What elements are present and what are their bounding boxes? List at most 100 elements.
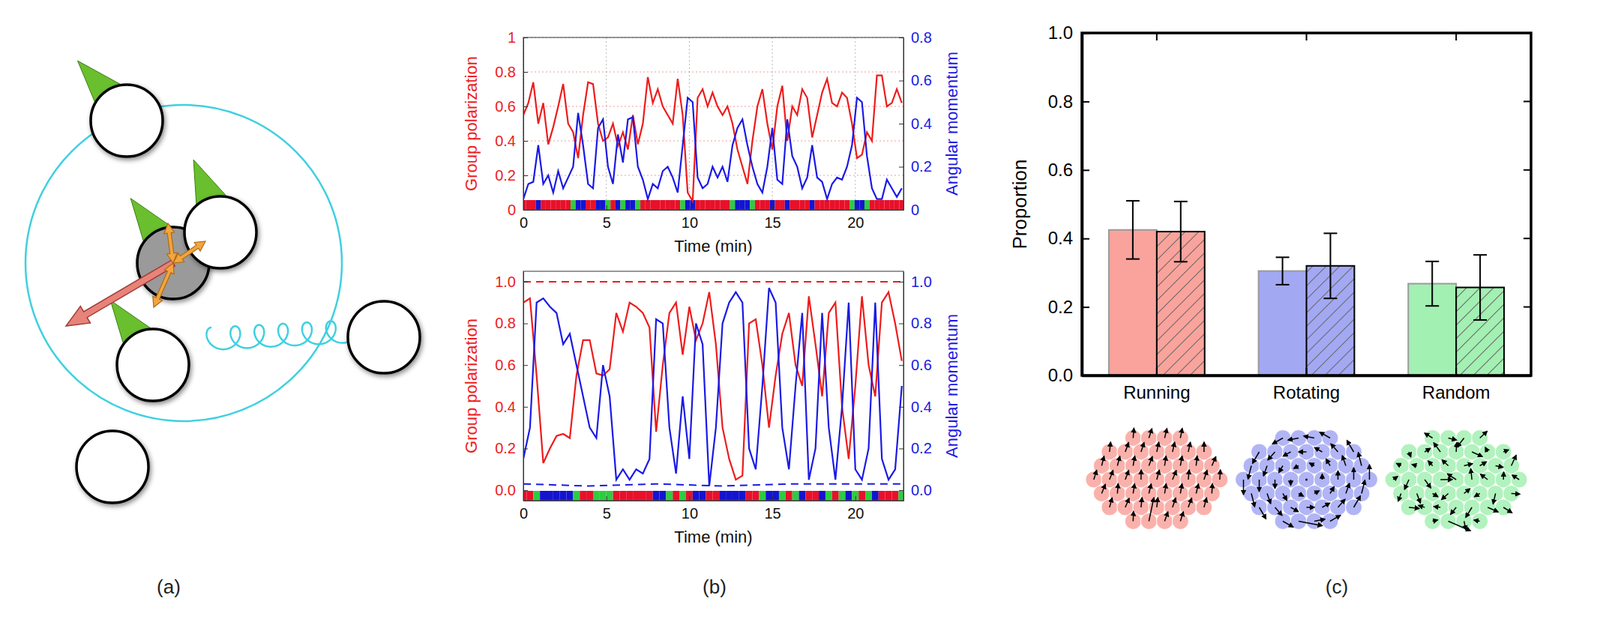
- tick: 0.4: [898, 398, 932, 416]
- cluster-arrow: [1272, 438, 1283, 445]
- tick: 0.0: [494, 482, 528, 499]
- tick-mark-mirror: [1455, 32, 1457, 41]
- state-cell: [799, 491, 806, 501]
- cluster-arrow: [1164, 484, 1166, 495]
- state-cell: [586, 491, 594, 501]
- cluster-arrow: [1172, 470, 1177, 480]
- cluster-arrow: [1487, 507, 1499, 513]
- error-bar: [1126, 200, 1140, 260]
- tick-label: 0: [910, 201, 920, 219]
- tick-mark: [523, 407, 528, 408]
- tick-mark: [855, 496, 857, 501]
- tick: 0: [507, 201, 528, 219]
- tick: 0.8: [1048, 91, 1090, 112]
- y-axis-title: Group polarization: [461, 56, 481, 192]
- cluster-arrow: [1298, 494, 1304, 498]
- cluster-arrow: [1512, 475, 1520, 480]
- cluster-agent: [1267, 499, 1284, 516]
- grid-line-y: [523, 71, 904, 73]
- tick: 1: [507, 29, 528, 46]
- tick-mark: [523, 140, 528, 142]
- cluster-arrow: [1148, 484, 1151, 495]
- tick-label: 1: [507, 29, 516, 46]
- cluster-arrow: [1448, 438, 1457, 441]
- tick-label: 0.6: [494, 356, 516, 374]
- tick: 1.0: [494, 273, 528, 291]
- state-cell: [884, 200, 890, 210]
- cluster-arrow: [1291, 507, 1299, 513]
- state-cell: [699, 491, 707, 501]
- axis-line: [523, 38, 525, 211]
- cluster-arrow: [1279, 466, 1283, 474]
- state-cell: [739, 491, 747, 501]
- state-cell: [580, 200, 586, 210]
- state-cell: [772, 491, 780, 501]
- tick: 15: [764, 205, 781, 231]
- agent: [90, 84, 163, 157]
- tick-mark: [898, 281, 904, 283]
- series-line: [523, 484, 904, 487]
- state-cell: [794, 200, 800, 210]
- tick-label: 0.8: [494, 314, 516, 332]
- state-cell: [759, 200, 765, 210]
- cluster-arrow: [1338, 499, 1346, 508]
- cluster-arrow: [1471, 469, 1473, 480]
- tick-mark: [898, 448, 904, 450]
- cluster-arrow: [1424, 433, 1433, 439]
- cluster-arrow: [1455, 443, 1457, 453]
- tick: 10: [681, 205, 699, 231]
- cluster-arrow: [1330, 487, 1334, 495]
- state-cell: [685, 200, 691, 210]
- state-cell: [849, 200, 855, 210]
- state-cell: [874, 200, 880, 210]
- cluster-arrow: [1258, 479, 1261, 492]
- tick-mark: [898, 80, 904, 82]
- tick-mark: [689, 496, 690, 501]
- tick-label: 0.2: [910, 440, 932, 457]
- state-cell: [859, 200, 865, 210]
- state-cell: [725, 491, 733, 501]
- state-cell: [838, 491, 846, 501]
- state-cell: [526, 491, 534, 501]
- cluster-arrow: [1417, 494, 1421, 504]
- tick-mark: [523, 490, 528, 492]
- tick-mark: [898, 323, 904, 325]
- axis-line: [903, 272, 905, 502]
- axis-line: [523, 272, 525, 502]
- state-cell: [758, 491, 766, 501]
- state-cell: [565, 200, 571, 210]
- state-cell: [525, 200, 531, 210]
- state-cell: [590, 200, 597, 210]
- panel-label: (b): [702, 575, 727, 599]
- tick-mark: [523, 71, 528, 73]
- tick: 0: [898, 201, 920, 219]
- state-cell: [665, 200, 671, 210]
- state-cell: [749, 200, 756, 210]
- cluster-arrow: [1464, 521, 1467, 531]
- state-cell: [533, 491, 540, 501]
- tick-label: Rotating: [1273, 382, 1340, 403]
- error-bar-cap: [1174, 200, 1188, 203]
- tick-label: 0: [507, 201, 516, 219]
- agent: [116, 329, 189, 402]
- state-cell: [692, 491, 700, 501]
- tick: 0.2: [494, 167, 528, 184]
- state-cell: [570, 200, 576, 210]
- error-bar-line: [1479, 254, 1481, 321]
- state-cell: [755, 200, 761, 210]
- tick-mark: [1081, 169, 1090, 171]
- cluster-agent: [1495, 499, 1512, 516]
- cluster-arrow: [1204, 470, 1208, 480]
- state-cell: [885, 491, 893, 501]
- cluster-arrow: [1156, 497, 1158, 508]
- error-bar-cap: [1473, 254, 1487, 256]
- cluster-arrow: [1314, 447, 1322, 453]
- tick-mark-mirror: [1306, 32, 1308, 41]
- tick: 0.2: [1048, 296, 1090, 318]
- state-cell: [665, 491, 673, 501]
- state-cell: [785, 200, 791, 210]
- state-cell: [785, 491, 793, 501]
- cluster-arrow: [1288, 438, 1299, 441]
- state-cell: [814, 200, 821, 210]
- agent: [184, 196, 257, 269]
